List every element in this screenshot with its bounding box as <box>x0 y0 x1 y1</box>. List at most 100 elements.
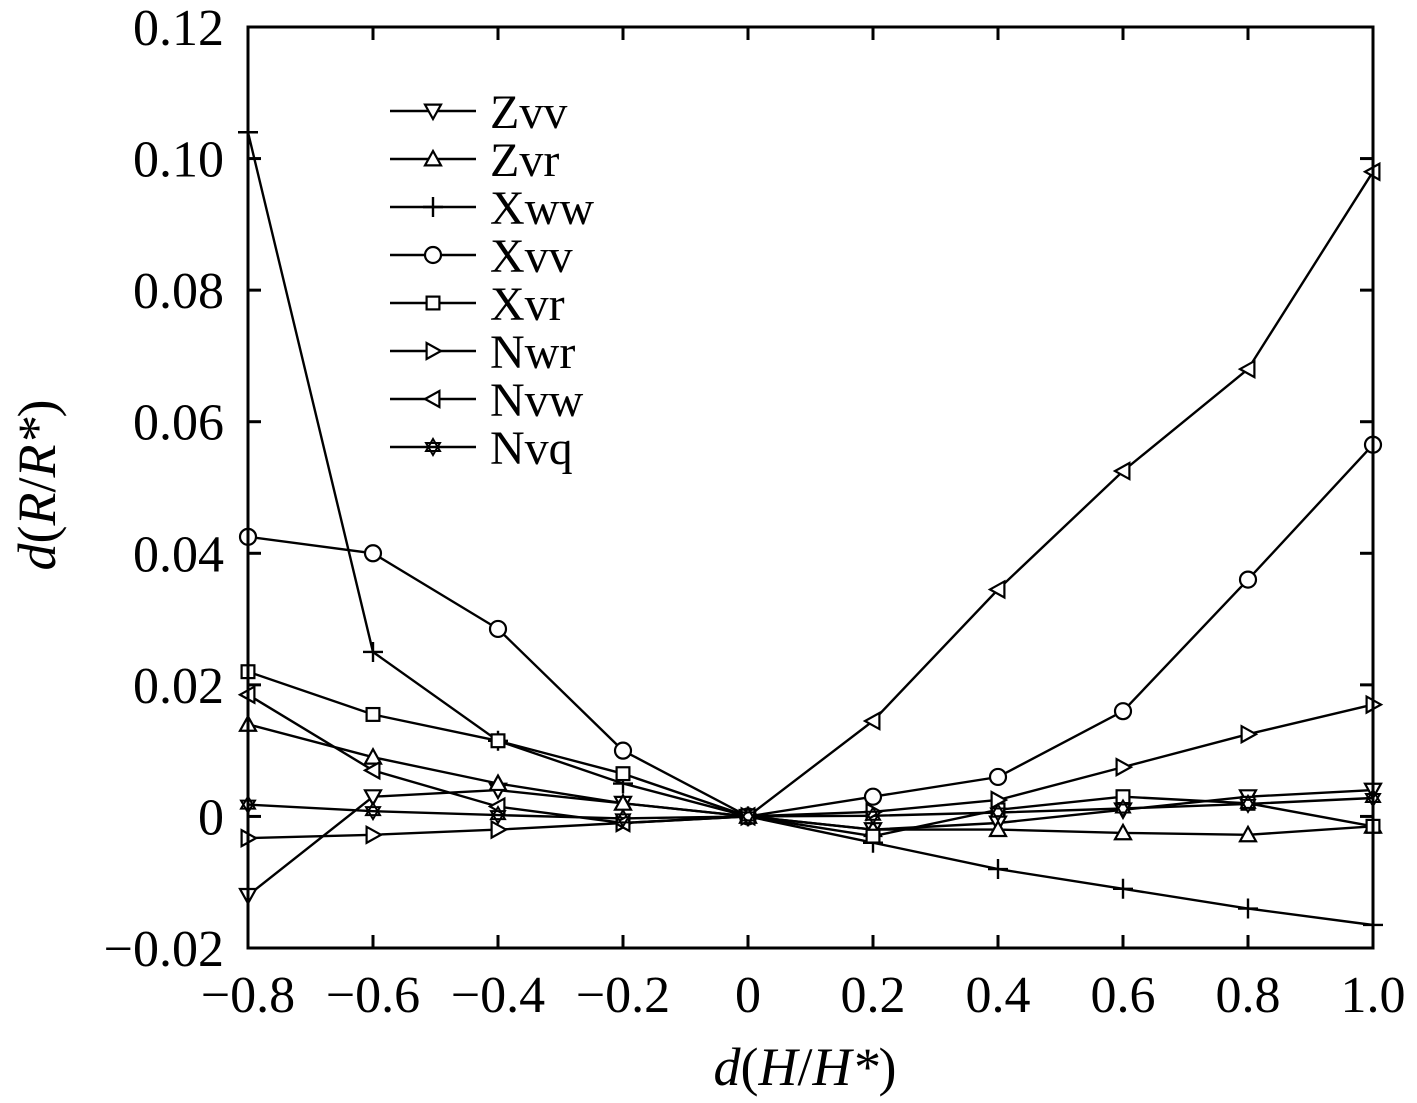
x-tick-label: −0.6 <box>326 967 420 1024</box>
legend-marker-zvv <box>423 103 443 122</box>
data-point-nwr <box>365 824 384 845</box>
tick-labels: −0.8 −0.6 −0.4 −0.2 0 0.2 0.4 0.6 0.8 1.0 −0.02 0 0.… <box>104 0 1406 1024</box>
data-point-xvv <box>488 619 508 639</box>
legend-marker-nwr <box>425 341 444 361</box>
legend-marker-xww <box>423 197 443 217</box>
x-label-slash: / <box>797 1037 812 1097</box>
legend-label-nvw: Nvw <box>490 374 584 427</box>
data-point-nvw <box>862 711 881 731</box>
data-point-nvq <box>1239 793 1257 814</box>
series-line-xvr <box>247 670 1374 838</box>
y-tick-label: −0.02 <box>104 921 224 978</box>
legend-marker-nvw <box>422 389 441 409</box>
legend-label-nwr: Nwr <box>490 326 575 379</box>
x-tick-label: 0.6 <box>1091 967 1156 1024</box>
x-label-prefix: d <box>714 1037 742 1097</box>
x-label-den: H* <box>812 1037 879 1097</box>
data-point-xvr <box>365 706 381 722</box>
data-point-zvv <box>363 789 383 807</box>
y-tick-label: 0.08 <box>133 263 224 320</box>
legend-label-xww: Xww <box>490 182 594 235</box>
legend-marker-xvv <box>423 245 443 265</box>
data-point-xww <box>988 859 1008 880</box>
series-line-xvv <box>247 443 1374 818</box>
y-tick-label: 0.10 <box>133 132 224 189</box>
x-tick-label: 0.8 <box>1216 967 1281 1024</box>
y-tick-label: 0.12 <box>133 0 224 57</box>
legend-marker-xvr <box>425 295 441 311</box>
data-point-nwr <box>1115 757 1134 777</box>
series-lines <box>246 132 1375 927</box>
data-point-nvw <box>362 760 381 781</box>
x-label-open: ( <box>741 1037 759 1097</box>
axis-ticks <box>246 25 1375 950</box>
data-point-nvq <box>364 801 382 822</box>
x-label-num: H <box>757 1037 800 1097</box>
data-point-zvr <box>1113 822 1133 841</box>
data-point-xww <box>1113 878 1133 899</box>
y-tick-label: 0.02 <box>133 658 224 715</box>
data-point-xvv <box>863 787 883 806</box>
series-markers <box>237 122 1384 935</box>
x-tick-label: 0 <box>735 967 761 1024</box>
data-point-xww <box>1238 898 1258 919</box>
data-point-nvw <box>1237 359 1256 379</box>
y-tick-label: 0 <box>198 789 224 846</box>
data-point-xvv <box>1238 570 1258 589</box>
y-tick-label: 0.06 <box>133 395 224 452</box>
x-tick-label: 1.0 <box>1341 967 1406 1024</box>
data-point-xvv <box>988 767 1008 787</box>
data-point-nvq <box>864 805 882 826</box>
data-point-nwr <box>490 819 509 840</box>
y-axis-label: d(R/R*) <box>7 400 67 571</box>
data-point-zvr <box>988 819 1008 838</box>
data-point-nvq <box>614 808 632 829</box>
data-point-nvw <box>1112 461 1131 481</box>
data-point-xvv <box>1113 702 1133 721</box>
data-point-nwr <box>1240 724 1259 745</box>
legend-label-xvv: Xvv <box>490 230 573 283</box>
data-point-xvv <box>613 741 633 760</box>
legend-label-nvq: Nvq <box>490 422 573 475</box>
y-label-slash: / <box>7 477 67 492</box>
data-point-xvv <box>363 544 383 563</box>
data-point-zvr <box>488 773 508 792</box>
x-tick-label: −0.2 <box>576 967 670 1024</box>
data-point-nvq <box>1114 798 1132 819</box>
y-tick-label: 0.04 <box>133 526 224 583</box>
y-label-close: ) <box>7 400 67 418</box>
x-label-close: ) <box>879 1037 897 1097</box>
data-point-zvr <box>363 746 383 765</box>
data-point-xvr <box>490 733 506 749</box>
x-tick-label: 0.2 <box>841 967 906 1024</box>
series-line-nvw <box>247 171 1375 825</box>
y-label-prefix: d <box>7 542 67 570</box>
data-point-xvr <box>865 828 881 844</box>
data-point-xvr <box>615 766 631 782</box>
legend-label-zvr: Zvr <box>490 134 559 187</box>
data-point-nvw <box>987 579 1006 600</box>
data-point-zvr <box>1238 824 1258 843</box>
data-point-nvq <box>989 802 1007 823</box>
series-line-zvr <box>247 723 1374 837</box>
legend-marker-zvr <box>423 148 443 167</box>
series-line-xww <box>246 132 1374 927</box>
plot-frame <box>246 25 1375 950</box>
x-tick-label: −0.8 <box>201 967 295 1024</box>
x-tick-label: 0.4 <box>966 967 1031 1024</box>
legend-marker-nvq <box>424 437 442 457</box>
x-axis-label: d(H/H*) <box>714 1037 897 1097</box>
x-tick-label: −0.4 <box>451 967 545 1024</box>
legend-label-xvr: Xvr <box>490 278 565 331</box>
data-point-xww <box>363 641 383 662</box>
legend-label-zvv: Zvv <box>490 86 567 139</box>
series-line-nwr <box>247 703 1374 840</box>
series-line-nvq <box>247 796 1374 820</box>
y-label-open: ( <box>7 526 67 544</box>
y-label-num: R <box>7 493 67 527</box>
data-point-nvq <box>739 806 757 827</box>
data-point-nvq <box>489 805 507 826</box>
